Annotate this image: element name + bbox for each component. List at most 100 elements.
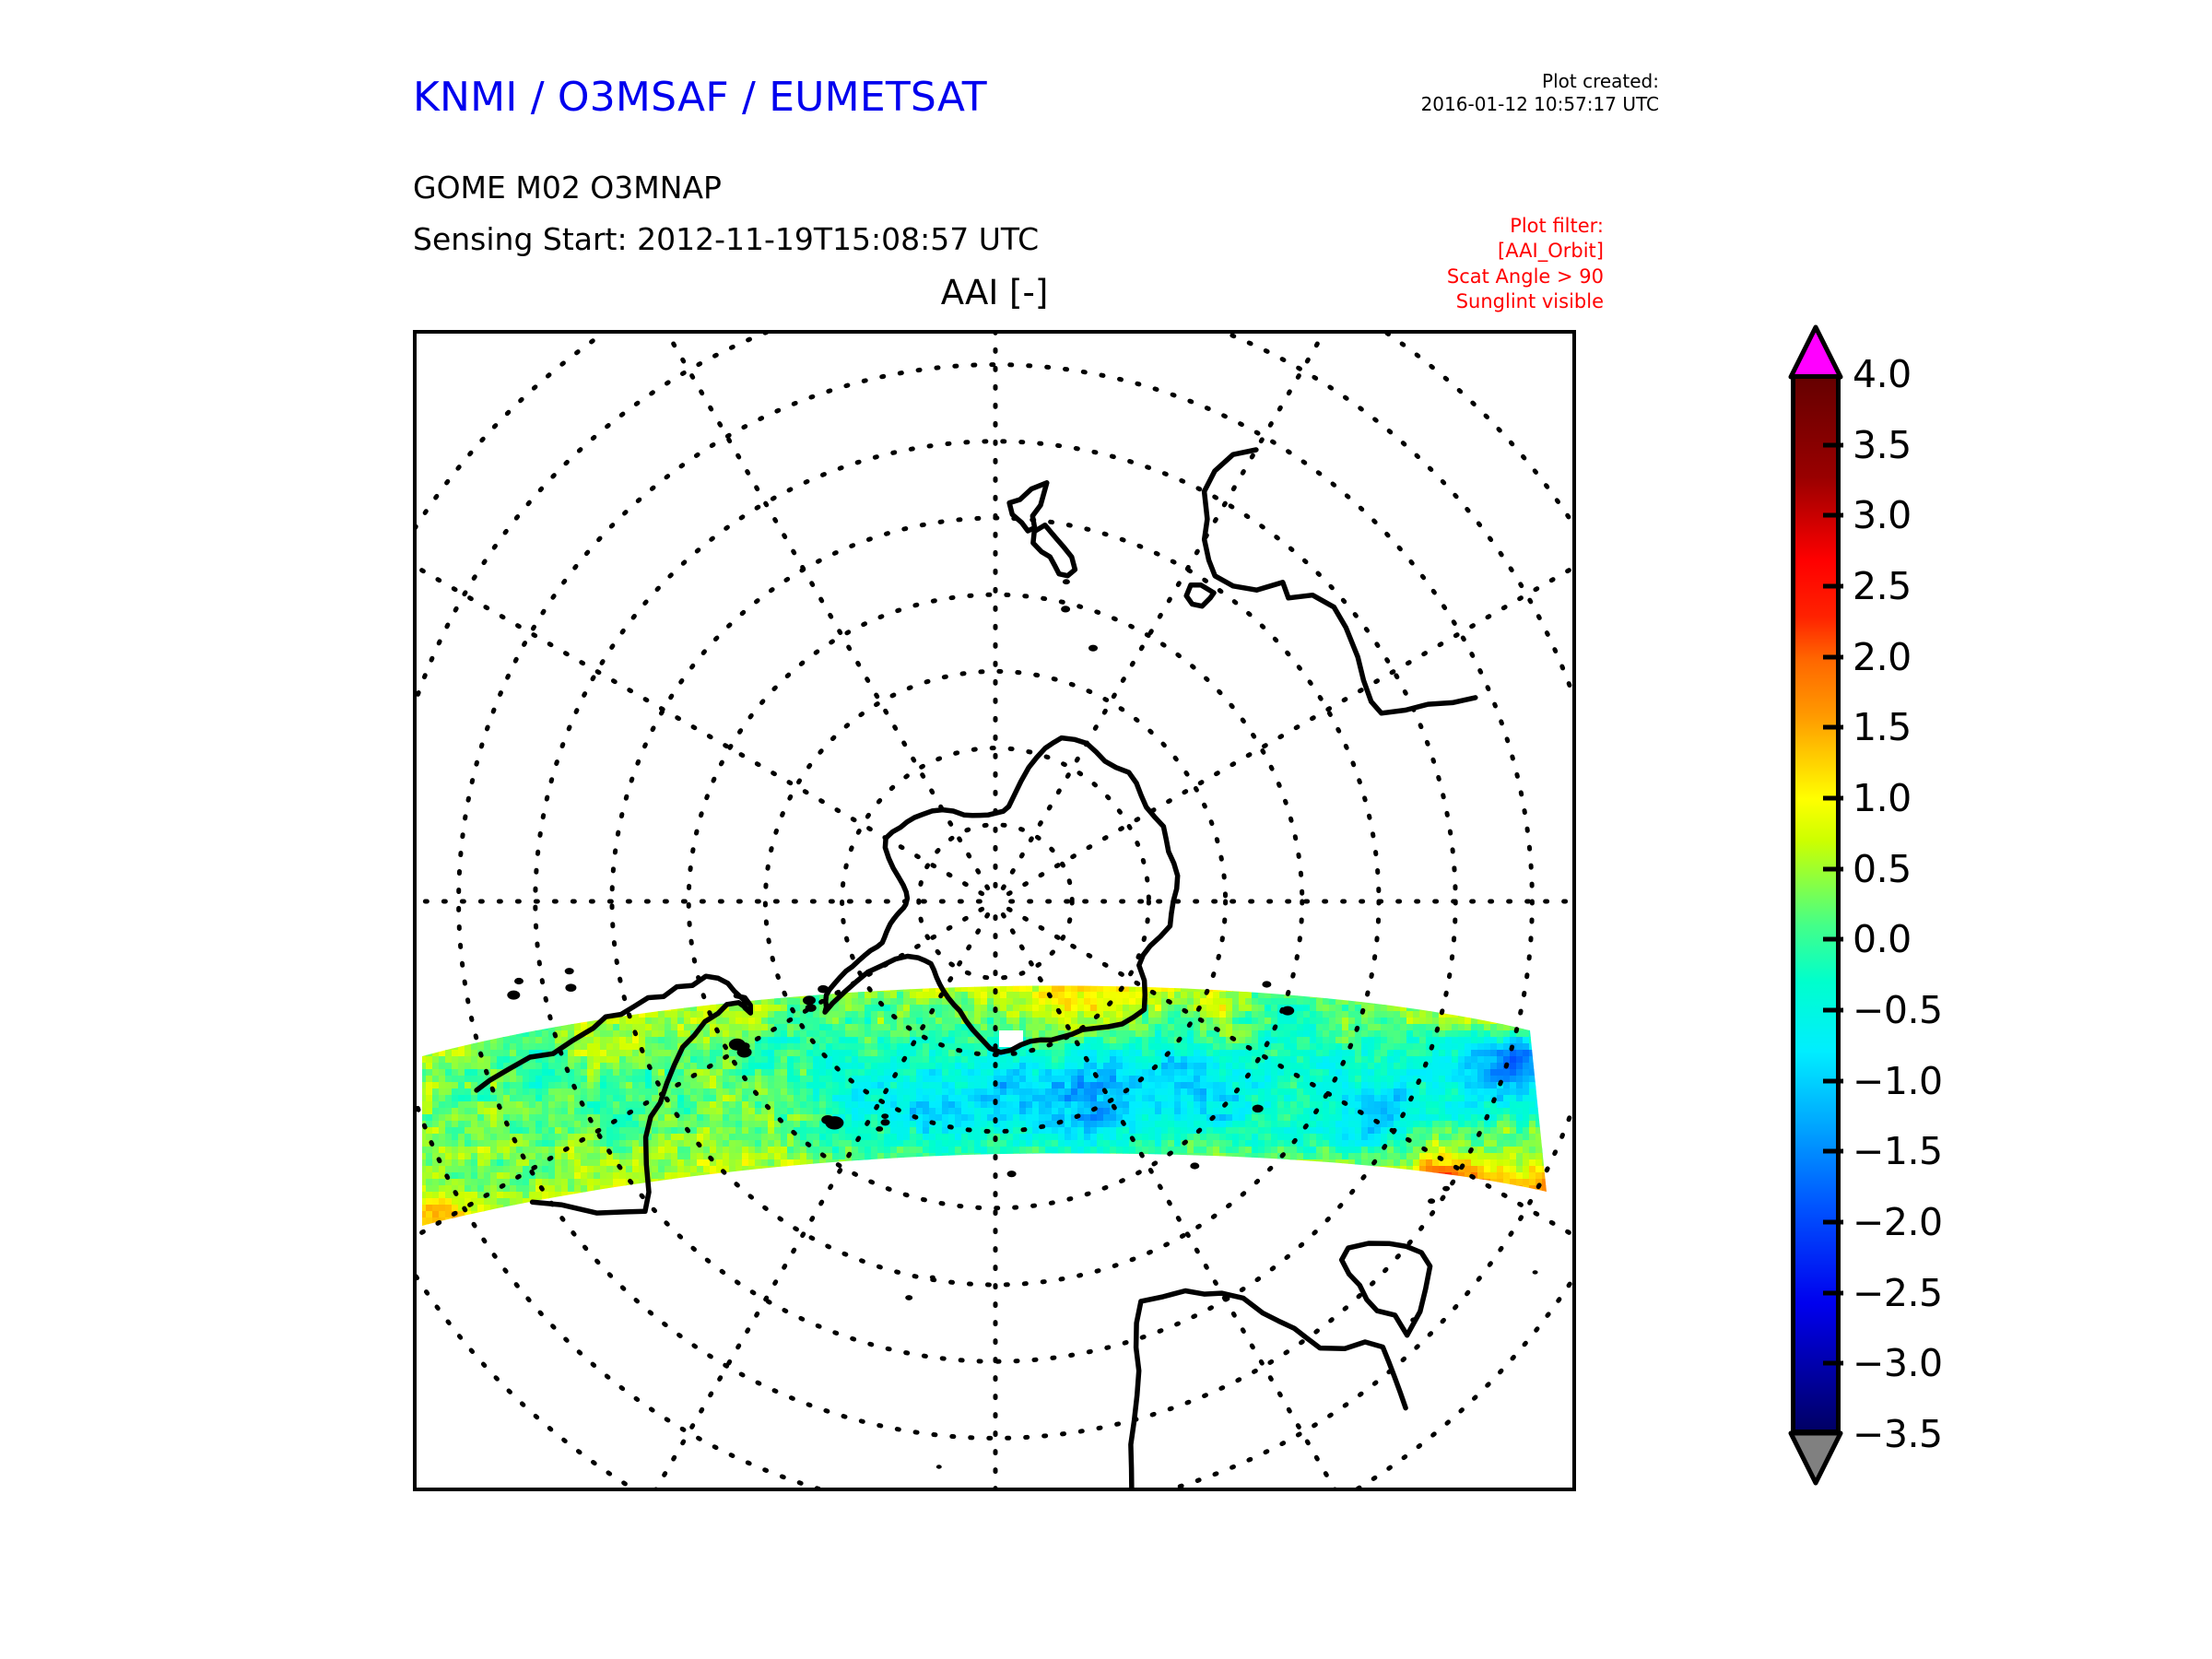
island-shape	[738, 1041, 750, 1051]
island-shape	[1410, 1317, 1418, 1324]
colorbar-tick-label: 0.5	[1853, 846, 1912, 891]
meridian-line	[653, 912, 991, 1488]
meridian-line	[417, 564, 985, 897]
colorbar-tick	[1823, 795, 1843, 801]
island-shape	[821, 1115, 835, 1124]
map-content	[417, 334, 1572, 1488]
colorbar-tick	[1823, 724, 1843, 730]
plot-filter-line-3: Scat Angle > 90	[1446, 265, 1604, 288]
island-shape	[565, 983, 577, 992]
latitude-circle	[456, 362, 1535, 1441]
island-shape	[880, 1119, 890, 1126]
sensing-start: Sensing Start: 2012-11-19T15:08:57 UTC	[413, 221, 1040, 257]
island-shape	[876, 1126, 884, 1132]
island-shape	[805, 1004, 817, 1012]
latitude-circle	[916, 822, 1075, 981]
island-shape	[1062, 579, 1070, 585]
colorbar-tick-label: 1.5	[1853, 705, 1912, 750]
colorbar-tick	[1823, 1219, 1843, 1225]
colorbar-tick-label: −1.5	[1853, 1129, 1943, 1174]
colorbar-tick-label: −3.0	[1853, 1341, 1943, 1386]
latitude-circle	[417, 334, 1572, 1488]
product-name: GOME M02 O3MNAP	[413, 170, 722, 206]
data-gap	[999, 1030, 1023, 1047]
latitude-circle	[533, 439, 1458, 1364]
island-shape	[564, 968, 574, 975]
coastline-path	[1201, 447, 1478, 716]
colorbar-ticks: 4.0 3.5 3.0 2.5 2.0 1.5 1.0 0.5 0.0 −0.5 −1.0 −1.5 −…	[1786, 324, 2173, 1504]
plot-filter-line-4: Sunglint visible	[1455, 289, 1604, 312]
coastline-path	[822, 735, 1181, 1055]
page-title: KNMI / O3MSAF / EUMETSAT	[413, 74, 987, 121]
colorbar-tick-label: 2.5	[1853, 564, 1912, 608]
colorbar-tick	[1823, 583, 1843, 589]
meridian-line	[1000, 334, 1326, 891]
island-shape	[736, 1046, 752, 1058]
colorbar-tick-label: −1.0	[1853, 1058, 1943, 1103]
plot-filter-line-2: [AAI_Orbit]	[1498, 240, 1604, 263]
coastline-path	[529, 1000, 748, 1216]
map-plot-area[interactable]	[413, 330, 1576, 1491]
island-shape	[1088, 644, 1098, 652]
colorbar-tick-label: −3.5	[1853, 1412, 1943, 1456]
graticule	[417, 334, 1572, 1488]
plot-created-value: 2016-01-12 10:57:17 UTC	[1420, 93, 1659, 115]
colorbar-tick	[1823, 866, 1843, 872]
colorbar-under-range-arrow	[1788, 1430, 1843, 1486]
plot-created-label: Plot created:	[1542, 70, 1659, 92]
island-shape	[1006, 1171, 1017, 1178]
colorbar-tick-label: 1.0	[1853, 776, 1912, 820]
island-shape	[1252, 1104, 1264, 1113]
plot-filter-block: Plot filter: [AAI_Orbit] Scat Angle > 90…	[1309, 214, 1604, 314]
island-shape	[1281, 1006, 1295, 1016]
colorbar-tick	[1823, 1078, 1843, 1084]
latitude-circle	[762, 668, 1229, 1135]
colorbar-tick	[1823, 1360, 1843, 1366]
island-shape	[1262, 981, 1272, 988]
coastline-path	[1030, 522, 1078, 579]
coastlines	[474, 447, 1478, 1488]
polar-stereographic-map	[417, 334, 1572, 1488]
colorbar-gradient[interactable]	[1791, 374, 1841, 1434]
colorbar-tick	[1823, 1007, 1843, 1013]
island-shape	[929, 1275, 935, 1280]
plot-created-block: Plot created: 2016-01-12 10:57:17 UTC	[1272, 70, 1659, 116]
island-shape	[507, 990, 521, 1000]
meridian-line	[1006, 565, 1572, 897]
island-shape	[514, 977, 524, 985]
latitude-circle	[686, 592, 1305, 1211]
colorbar-tick-label: −0.5	[1853, 988, 1943, 1032]
colorbar-tick-label: 0.0	[1853, 917, 1912, 962]
coastline-path	[1183, 582, 1217, 609]
colorbar-tick-label: 2.0	[1853, 634, 1912, 679]
coastline-path	[1338, 1241, 1433, 1338]
colorbar-tick	[1823, 512, 1843, 518]
plot-filter-line-1: Plot filter:	[1510, 215, 1604, 237]
island-shape	[1428, 1198, 1436, 1205]
colorbar-tick	[1823, 442, 1843, 448]
meridian-line	[1006, 906, 1572, 1238]
coastline-path	[1128, 1288, 1408, 1488]
colorbar-tick-label: 4.0	[1853, 352, 1912, 396]
colorbar-tick-label: 3.0	[1853, 493, 1912, 538]
coastline-path	[1006, 480, 1050, 534]
latitude-circle	[840, 746, 1151, 1057]
island-shape	[1061, 606, 1071, 613]
colorbar-tick-label: −2.0	[1853, 1200, 1943, 1244]
island-shape	[803, 995, 816, 1006]
island-shape	[881, 1113, 889, 1119]
meridian-line	[665, 334, 991, 891]
island-shape	[905, 1295, 913, 1300]
latitude-circle	[417, 334, 1572, 1488]
colorbar-tick	[1823, 1148, 1843, 1154]
island-shape	[1190, 1162, 1200, 1170]
colorbar-tick-label: 3.5	[1853, 422, 1912, 467]
island-shapes	[507, 579, 1538, 1469]
colorbar-tick-label: −2.5	[1853, 1270, 1943, 1315]
chart-title: AAI [-]	[940, 273, 1049, 312]
colorbar[interactable]: 4.0 3.5 3.0 2.5 2.0 1.5 1.0 0.5 0.0 −0.5 −1.0 −1.5 −…	[1786, 324, 2173, 1504]
island-shape	[935, 1465, 942, 1469]
colorbar-tick	[1823, 654, 1843, 660]
colorbar-tick	[1823, 936, 1843, 942]
island-shape	[818, 984, 830, 994]
